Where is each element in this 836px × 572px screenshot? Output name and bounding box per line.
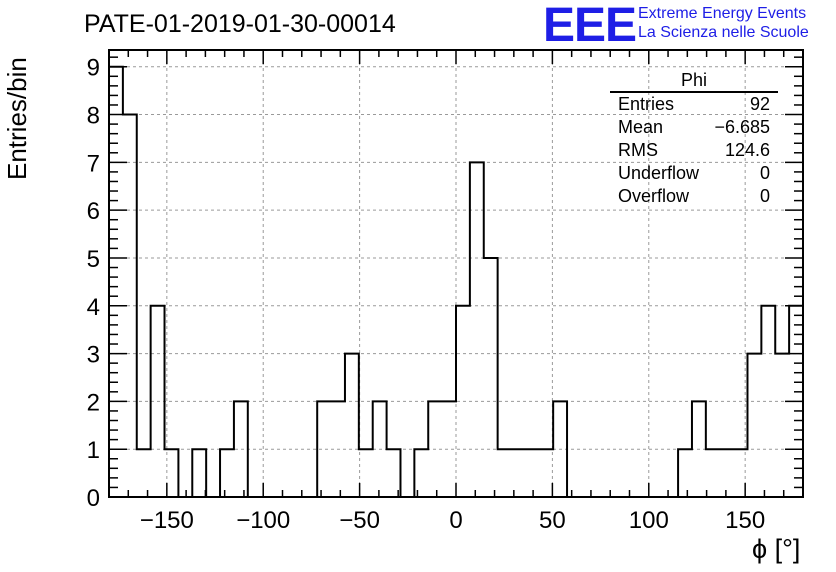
x-tick-label: 100 xyxy=(629,507,669,534)
x-axis-label: ϕ [°] xyxy=(752,534,801,564)
x-tick-labels: −150 −100 −50 0 50 100 150 xyxy=(140,507,765,534)
x-tick-label: −100 xyxy=(236,507,290,534)
stats-row: Mean −6.685 xyxy=(610,116,778,139)
stats-label: RMS xyxy=(618,140,658,160)
stats-box: Phi Entries 92 Mean −6.685 RMS 124.6 Underf… xyxy=(610,70,778,208)
stats-row: Underflow 0 xyxy=(610,162,778,185)
y-tick-label: 6 xyxy=(87,198,100,225)
stats-box-title: Phi xyxy=(610,70,778,93)
stats-label: Entries xyxy=(618,94,675,114)
y-tick-label: 7 xyxy=(87,150,100,177)
stats-value: 0 xyxy=(759,163,770,183)
chart-title: PATE-01-2019-01-30-00014 xyxy=(84,10,396,38)
stats-label: Overflow xyxy=(618,186,690,206)
stats-label: Mean xyxy=(618,117,664,137)
x-tick-label: −50 xyxy=(339,507,380,534)
stats-row: RMS 124.6 xyxy=(610,139,778,162)
y-tick-label: 0 xyxy=(87,485,100,512)
y-tick-label: 5 xyxy=(87,246,100,273)
stats-value: −6.685 xyxy=(714,117,770,137)
y-tick-label: 3 xyxy=(87,342,100,369)
stats-row: Overflow 0 xyxy=(610,185,778,208)
x-tick-label: 150 xyxy=(725,507,765,534)
y-tick-label: 8 xyxy=(87,103,100,130)
logo-caption: Extreme Energy Events La Scienza nelle S… xyxy=(638,4,809,42)
y-axis-label: Entries/bin xyxy=(2,57,32,180)
histogram-series-line xyxy=(108,65,804,498)
logo-caption-line2: La Scienza nelle Scuole xyxy=(638,24,809,41)
y-tick-label: 1 xyxy=(87,437,100,464)
stats-row: Entries 92 xyxy=(610,93,778,116)
stats-value: 0 xyxy=(759,186,770,206)
axis-ticks xyxy=(109,50,803,498)
x-tick-label: −150 xyxy=(140,507,194,534)
stats-value: 124.6 xyxy=(724,140,770,160)
x-tick-label: 0 xyxy=(449,507,462,534)
x-tick-label: 50 xyxy=(539,507,566,534)
y-tick-label: 4 xyxy=(87,294,100,321)
y-tick-labels: 0 1 2 3 4 5 6 7 8 9 xyxy=(87,55,100,512)
y-tick-label: 9 xyxy=(87,55,100,82)
grid-lines xyxy=(109,50,803,497)
y-tick-label: 2 xyxy=(87,389,100,416)
stats-value: 92 xyxy=(749,94,770,114)
logo-caption-line1: Extreme Energy Events xyxy=(638,5,807,22)
stats-label: Underflow xyxy=(618,163,700,183)
eee-logo: EEE xyxy=(543,0,637,52)
